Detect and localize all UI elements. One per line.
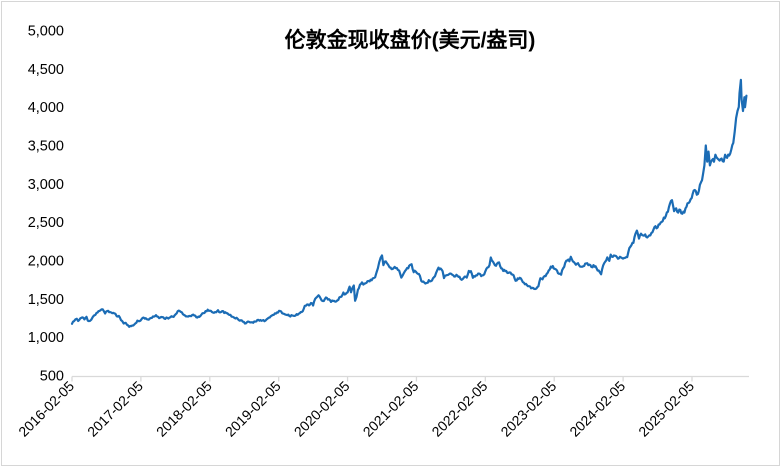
price-line (70, 78, 748, 328)
y-axis-tick-label: 2,500 (28, 215, 64, 231)
y-axis-tick-label: 1,000 (28, 330, 64, 346)
y-axis-tick-label: 4,000 (28, 100, 64, 116)
y-axis-tick-label: 3,500 (28, 139, 64, 155)
y-axis-tick-label: 2,000 (28, 254, 64, 270)
y-axis-tick-label: 500 (40, 369, 64, 385)
x-axis-tick-label: 2021-02-05 (360, 378, 422, 440)
y-axis-tick-label: 1,500 (28, 292, 64, 308)
chart-title: 伦敦金现收盘价(美元/盎司) (285, 28, 536, 52)
x-axis-tick-label: 2023-02-05 (497, 378, 559, 440)
x-axis-tick-label: 2020-02-05 (291, 378, 353, 440)
y-axis-tick-label: 3,000 (28, 177, 64, 193)
x-axis-tick-label: 2024-02-05 (566, 378, 628, 440)
y-axis-tick-label: 4,500 (28, 62, 64, 78)
x-axis-tick-label: 2018-02-05 (153, 378, 215, 440)
y-axis-tick-label: 5,000 (28, 24, 64, 40)
x-axis-tick-label: 2022-02-05 (428, 378, 490, 440)
x-axis-tick-label: 2016-02-05 (15, 378, 77, 440)
x-axis-tick-label: 2019-02-05 (222, 378, 284, 440)
x-axis-tick-label: 2025-02-05 (635, 378, 697, 440)
x-axis-tick-label: 2017-02-05 (84, 378, 146, 440)
